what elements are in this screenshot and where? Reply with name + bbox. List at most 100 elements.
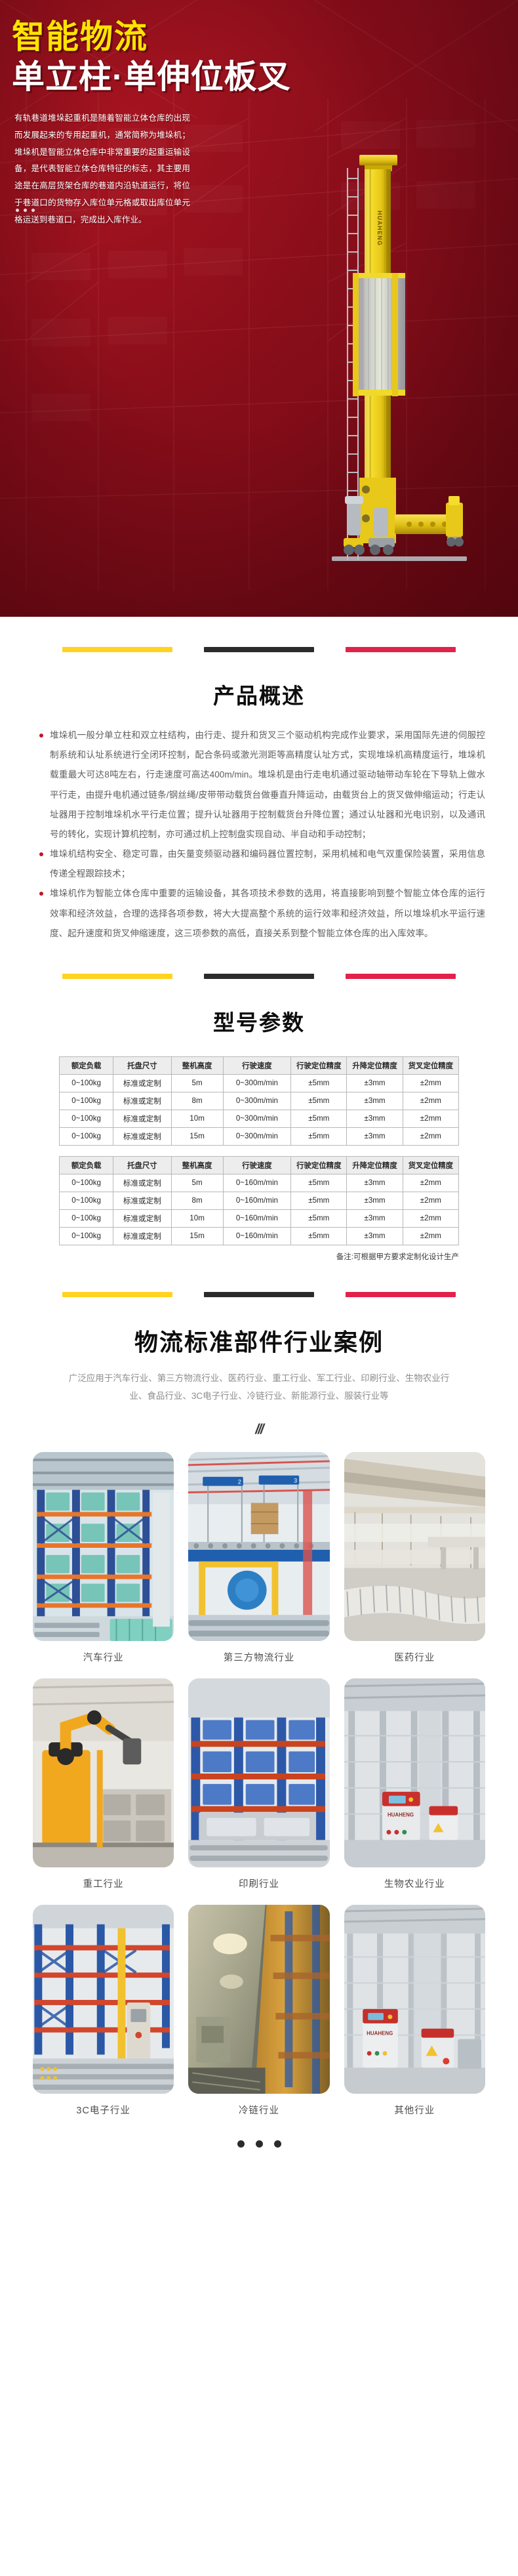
cell-machine-height: 10m	[170, 1109, 224, 1128]
case-caption: 重工行业	[83, 1879, 124, 1890]
overview-bullet-1: 堆垛机一般分单立柱和双立柱结构，由行走、提升和货叉三个驱动机构完成作业要求，采用…	[35, 726, 485, 844]
case-photo-3c-electronics[interactable]	[33, 1904, 174, 2094]
cell-machine-height: 8m	[170, 1191, 224, 1210]
rule-yellow	[62, 647, 172, 652]
case-caption: 第三方物流行业	[223, 1652, 295, 1663]
rule-black	[204, 1291, 314, 1297]
th-travel-speed: 行驶速度	[222, 1056, 292, 1075]
footer-dot-indicator	[0, 2125, 518, 2175]
svg-text:HUAHENG: HUAHENG	[388, 1812, 414, 1818]
case-cell[interactable]: 冷链行业	[188, 1904, 330, 2125]
cell-pallet-size: 标准或定制	[113, 1091, 172, 1110]
case-cell[interactable]: 汽车行业	[33, 1451, 174, 1672]
th-pallet-size: 托盘尺寸	[113, 1056, 172, 1075]
cell-lift-accuracy: ±3mm	[346, 1191, 403, 1210]
cell-pallet-size: 标准或定制	[113, 1173, 172, 1192]
spec-table-300: 额定负载 托盘尺寸 整机高度 行驶速度 行驶定位精度 升降定位精度 货叉定位精度…	[58, 1056, 460, 1146]
case-cell[interactable]: HUAHENG 其他行业	[344, 1904, 485, 2125]
cell-travel-speed: 0~300m/min	[222, 1073, 292, 1092]
cell-rated-load: 0~100kg	[58, 1109, 114, 1128]
th-rated-load: 额定负载	[58, 1155, 114, 1174]
cases-section: 物流标准部件行业案例 广泛应用于汽车行业、第三方物流行业、医药行业、重工行业、军…	[0, 1261, 518, 2175]
table-header-row: 额定负载 托盘尺寸 整机高度 行驶速度 行驶定位精度 升降定位精度 货叉定位精度	[58, 1155, 460, 1174]
cell-pallet-size: 标准或定制	[113, 1226, 172, 1245]
footer-dot-1	[237, 2140, 245, 2148]
case-photo-bio-agriculture[interactable]: HUAHENG	[344, 1678, 485, 1867]
case-caption: 印刷行业	[238, 1879, 279, 1890]
hero-dot-1	[16, 209, 19, 212]
table-row: 0~100kg 标准或定制 15m 0~160m/min ±5mm ±3mm ±…	[58, 1226, 460, 1245]
machine-brand-label: HUAHENG	[376, 211, 383, 246]
hero-title-block: 智能物流 单立柱·单伸位板叉	[12, 18, 291, 96]
cases-title: 物流标准部件行业案例	[134, 1328, 384, 1356]
overview-bullet-2: 堆垛机结构安全、稳定可靠，由矢量变频驱动器和编码器位置控制，采用机械和电气双重保…	[35, 844, 485, 884]
footer-dot-3	[273, 2140, 281, 2148]
cell-fork-accuracy: ±2mm	[402, 1209, 460, 1228]
case-photo-pharmaceutical[interactable]	[344, 1451, 485, 1641]
case-caption: 医药行业	[394, 1652, 435, 1663]
rule-yellow	[62, 1291, 172, 1297]
cell-fork-accuracy: ±2mm	[402, 1173, 460, 1192]
svg-text:HUAHENG: HUAHENG	[367, 2031, 393, 2037]
cell-rated-load: 0~100kg	[58, 1073, 114, 1092]
cell-travel-speed: 0~160m/min	[222, 1209, 292, 1228]
cell-fork-accuracy: ±2mm	[402, 1226, 460, 1245]
rule-red	[346, 973, 456, 979]
cell-travel-accuracy: ±5mm	[290, 1209, 348, 1228]
case-caption: 其他行业	[394, 2105, 435, 2116]
rule-black	[204, 973, 314, 979]
cell-machine-height: 8m	[170, 1091, 224, 1110]
section-rule-overview	[0, 617, 518, 652]
case-cell[interactable]: 印刷行业	[188, 1678, 330, 1898]
cell-pallet-size: 标准或定制	[113, 1073, 172, 1092]
case-photo-cold-chain[interactable]	[188, 1904, 330, 2094]
hero-title-line1: 智能物流	[12, 18, 148, 55]
cell-rated-load: 0~100kg	[58, 1191, 114, 1210]
cell-travel-speed: 0~300m/min	[222, 1109, 292, 1128]
spec-table-300-body: 0~100kg 标准或定制 5m 0~300m/min ±5mm ±3mm ±2…	[58, 1073, 460, 1146]
case-caption: 3C电子行业	[76, 2105, 130, 2116]
cell-lift-accuracy: ±3mm	[346, 1173, 403, 1192]
cell-travel-speed: 0~160m/min	[222, 1191, 292, 1210]
table-header-row: 额定负载 托盘尺寸 整机高度 行驶速度 行驶定位精度 升降定位精度 货叉定位精度	[58, 1056, 460, 1075]
cell-machine-height: 15m	[170, 1226, 224, 1245]
svg-text:2: 2	[238, 1479, 241, 1485]
case-photo-other-industry[interactable]: HUAHENG	[344, 1904, 485, 2094]
th-lift-accuracy: 升降定位精度	[346, 1056, 403, 1075]
cell-rated-load: 0~100kg	[58, 1091, 114, 1110]
case-cell[interactable]: 重工行业	[33, 1678, 174, 1898]
th-travel-speed: 行驶速度	[222, 1155, 292, 1174]
hero-banner: 智能物流 单立柱·单伸位板叉 有轨巷道堆垛起重机是随着智能立体仓库的出现而发展起…	[0, 0, 518, 617]
table-row: 0~100kg 标准或定制 5m 0~160m/min ±5mm ±3mm ±2…	[58, 1173, 460, 1192]
cell-rated-load: 0~100kg	[58, 1226, 114, 1245]
cell-fork-accuracy: ±2mm	[402, 1127, 460, 1146]
hero-dot-3	[31, 209, 35, 212]
section-rule-specs	[0, 944, 518, 979]
case-photo-heavy-industry[interactable]	[33, 1678, 174, 1867]
th-lift-accuracy: 升降定位精度	[346, 1155, 403, 1174]
cell-fork-accuracy: ±2mm	[402, 1109, 460, 1128]
cell-pallet-size: 标准或定制	[113, 1127, 172, 1146]
table-row: 0~100kg 标准或定制 10m 0~160m/min ±5mm ±3mm ±…	[58, 1209, 460, 1228]
specs-tables: 额定负载 托盘尺寸 整机高度 行驶速度 行驶定位精度 升降定位精度 货叉定位精度…	[58, 1056, 460, 1245]
rule-yellow	[62, 973, 172, 979]
overview-bullet-3: 堆垛机作为智能立体仓库中重要的运输设备，其各项技术参数的选用，将直接影响到整个智…	[35, 884, 485, 944]
cell-rated-load: 0~100kg	[58, 1127, 114, 1146]
cases-subtitle: 广泛应用于汽车行业、第三方物流行业、医药行业、重工行业、军工行业、印刷行业、生物…	[68, 1373, 450, 1401]
cell-travel-speed: 0~160m/min	[222, 1173, 292, 1192]
case-photo-automotive[interactable]	[33, 1451, 174, 1641]
cell-pallet-size: 标准或定制	[113, 1209, 172, 1228]
cell-lift-accuracy: ±3mm	[346, 1209, 403, 1228]
cell-rated-load: 0~100kg	[58, 1173, 114, 1192]
table-row: 0~100kg 标准或定制 8m 0~160m/min ±5mm ±3mm ±2…	[58, 1191, 460, 1210]
table-row: 0~100kg 标准或定制 8m 0~300m/min ±5mm ±3mm ±2…	[58, 1091, 460, 1110]
case-photo-printing[interactable]	[188, 1678, 330, 1867]
case-caption: 冷链行业	[238, 2105, 279, 2116]
th-rated-load: 额定负载	[58, 1056, 114, 1075]
case-cell[interactable]: HUAHENG 生物农业行业	[344, 1678, 485, 1898]
cell-travel-speed: 0~160m/min	[222, 1226, 292, 1245]
case-cell[interactable]: 医药行业	[344, 1451, 485, 1672]
case-cell[interactable]: 3C电子行业	[33, 1904, 174, 2125]
